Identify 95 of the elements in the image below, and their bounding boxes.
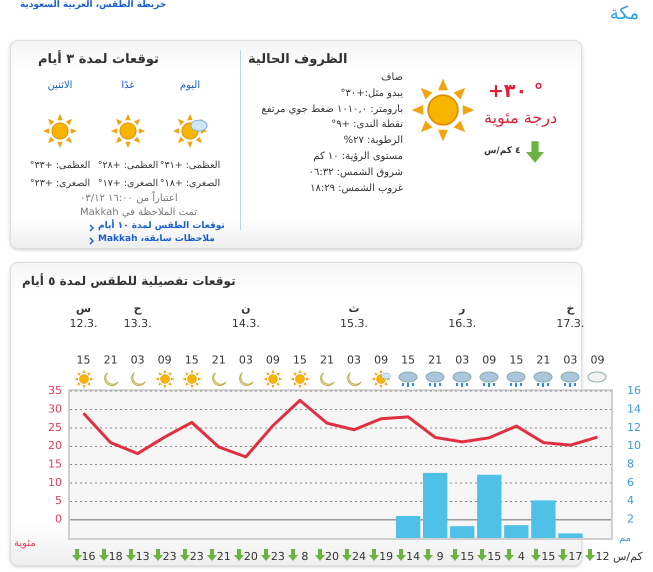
x-tick-label: 09: [590, 353, 604, 366]
y-tick-label: 20: [48, 439, 62, 452]
x-tick-label: 21: [536, 353, 550, 366]
text: 15: [460, 550, 474, 563]
bar: [450, 526, 474, 538]
y-axis-title: مئوية: [14, 538, 36, 549]
text: 19: [379, 550, 394, 563]
text: 23: [162, 550, 177, 563]
text: تمت الملاحظة في Makkah: [80, 207, 197, 218]
text: العظمى: +٢٨°: [98, 160, 158, 171]
text: +٣٠ °: [488, 80, 544, 102]
x-tick-label: 21: [104, 353, 118, 366]
text: ملاحظات سابقة، Makkah: [98, 234, 215, 244]
x-tick-label: 09: [266, 353, 280, 366]
text: الصغرى: +١٧°: [98, 178, 158, 189]
text: 20: [324, 550, 339, 563]
chart-title: توقعات تفصيلية للطقس لمدة ٥ أيام: [22, 274, 236, 288]
x-tick-label: 03: [238, 353, 253, 366]
text: درجة مئوية: [484, 108, 558, 127]
bar: [504, 525, 528, 538]
text: نقطة الندى: +٩°: [331, 119, 403, 130]
text: شروق الشمس: ٠٦:٣٢: [308, 166, 403, 178]
x-tick-label: 15: [184, 353, 199, 366]
text: توقعات لمدة ٣ أيام: [38, 52, 159, 67]
text: الصغرى: +٢٣°: [28, 178, 92, 189]
text: اعتباراً من ١٦:٠٠ ٠٣/١٢: [80, 193, 178, 204]
text: العظمى: +٣١°: [160, 160, 220, 171]
x-tick-label: 09: [158, 353, 172, 366]
bar: [558, 533, 583, 538]
y2-tick-label: 8: [627, 457, 634, 470]
text: الاثنين: [46, 80, 74, 91]
text: خريطة الطقس، العربية السعودية: [20, 0, 166, 10]
text: 9: [436, 550, 444, 563]
text: يبدو مثل:+٣٠°: [340, 88, 403, 99]
x-tick-label: 03: [130, 353, 145, 366]
x-tick-label: 21: [212, 353, 226, 366]
text: 23: [270, 550, 285, 563]
text: اليوم: [178, 80, 202, 91]
text: الرطوبة: ٢٧%: [344, 135, 403, 146]
text: 12: [595, 550, 610, 563]
text: 13: [136, 550, 150, 563]
text: 24: [352, 550, 366, 563]
y-tick-label: 0: [54, 512, 62, 526]
y-tick-label: 30: [48, 402, 62, 416]
y2-tick-label: 10: [627, 439, 642, 452]
text: غدًا: [120, 80, 136, 91]
y2-tick-label: 4: [627, 494, 634, 508]
text: 20: [244, 550, 258, 563]
x-tick-label: 09: [482, 353, 496, 366]
y2-tick-label: 6: [627, 476, 634, 489]
y-tick-label: 35: [48, 384, 62, 398]
text: 18: [108, 550, 123, 563]
y2-axis-title: مم: [619, 533, 632, 544]
y2-tick-label: 2: [627, 512, 634, 526]
text: الصغرى: +١٨°: [160, 178, 220, 189]
x-tick-label: 21: [320, 353, 334, 366]
text: غروب الشمس: ١٨:٢٩: [310, 182, 403, 194]
bar: [396, 516, 420, 538]
text: مكة: [610, 3, 639, 24]
x-tick-label: 15: [401, 353, 416, 366]
text: مستوى الرؤية: ١٠ كم: [313, 151, 403, 162]
text: ٤ كم/س: [484, 146, 521, 156]
y-tick-label: 25: [48, 420, 62, 434]
text: كم/س: [613, 550, 644, 563]
text: العظمى: +٣٣°: [28, 160, 92, 171]
y2-tick-label: 16: [627, 384, 642, 398]
text: 16: [82, 550, 96, 563]
text: بارومتر: ١٠١٠,٠ ضغط جوي مرتفع: [261, 104, 403, 115]
x-tick-label: 09: [374, 353, 388, 366]
y-tick-label: 15: [48, 457, 62, 470]
text: 15: [541, 550, 556, 563]
text: 4: [518, 550, 525, 563]
bar: [423, 472, 448, 538]
text: 15: [487, 550, 502, 563]
x-tick-label: 03: [455, 353, 470, 366]
text: 17: [568, 550, 582, 563]
bar: [477, 474, 502, 538]
text: 14: [406, 550, 420, 563]
x-tick-label: 15: [76, 353, 91, 366]
y-tick-label: 10: [48, 476, 62, 489]
y-tick-label: 5: [54, 494, 62, 508]
x-tick-label: 03: [347, 353, 362, 366]
x-tick-label: 03: [563, 353, 578, 366]
text: 21: [216, 550, 231, 563]
x-tick-label: 15: [509, 353, 524, 366]
y2-tick-label: 14: [627, 402, 642, 416]
text: 23: [190, 550, 204, 563]
bar: [531, 500, 556, 538]
y2-tick-label: 12: [627, 420, 642, 434]
x-tick-label: 15: [292, 353, 307, 366]
x-tick-label: 21: [428, 353, 442, 366]
text: صاف: [381, 72, 403, 83]
text: 8: [301, 550, 308, 563]
text: توقعات الطقس لمدة ١٠ أيام: [98, 221, 225, 231]
text: الظروف الحالية: [248, 52, 348, 67]
